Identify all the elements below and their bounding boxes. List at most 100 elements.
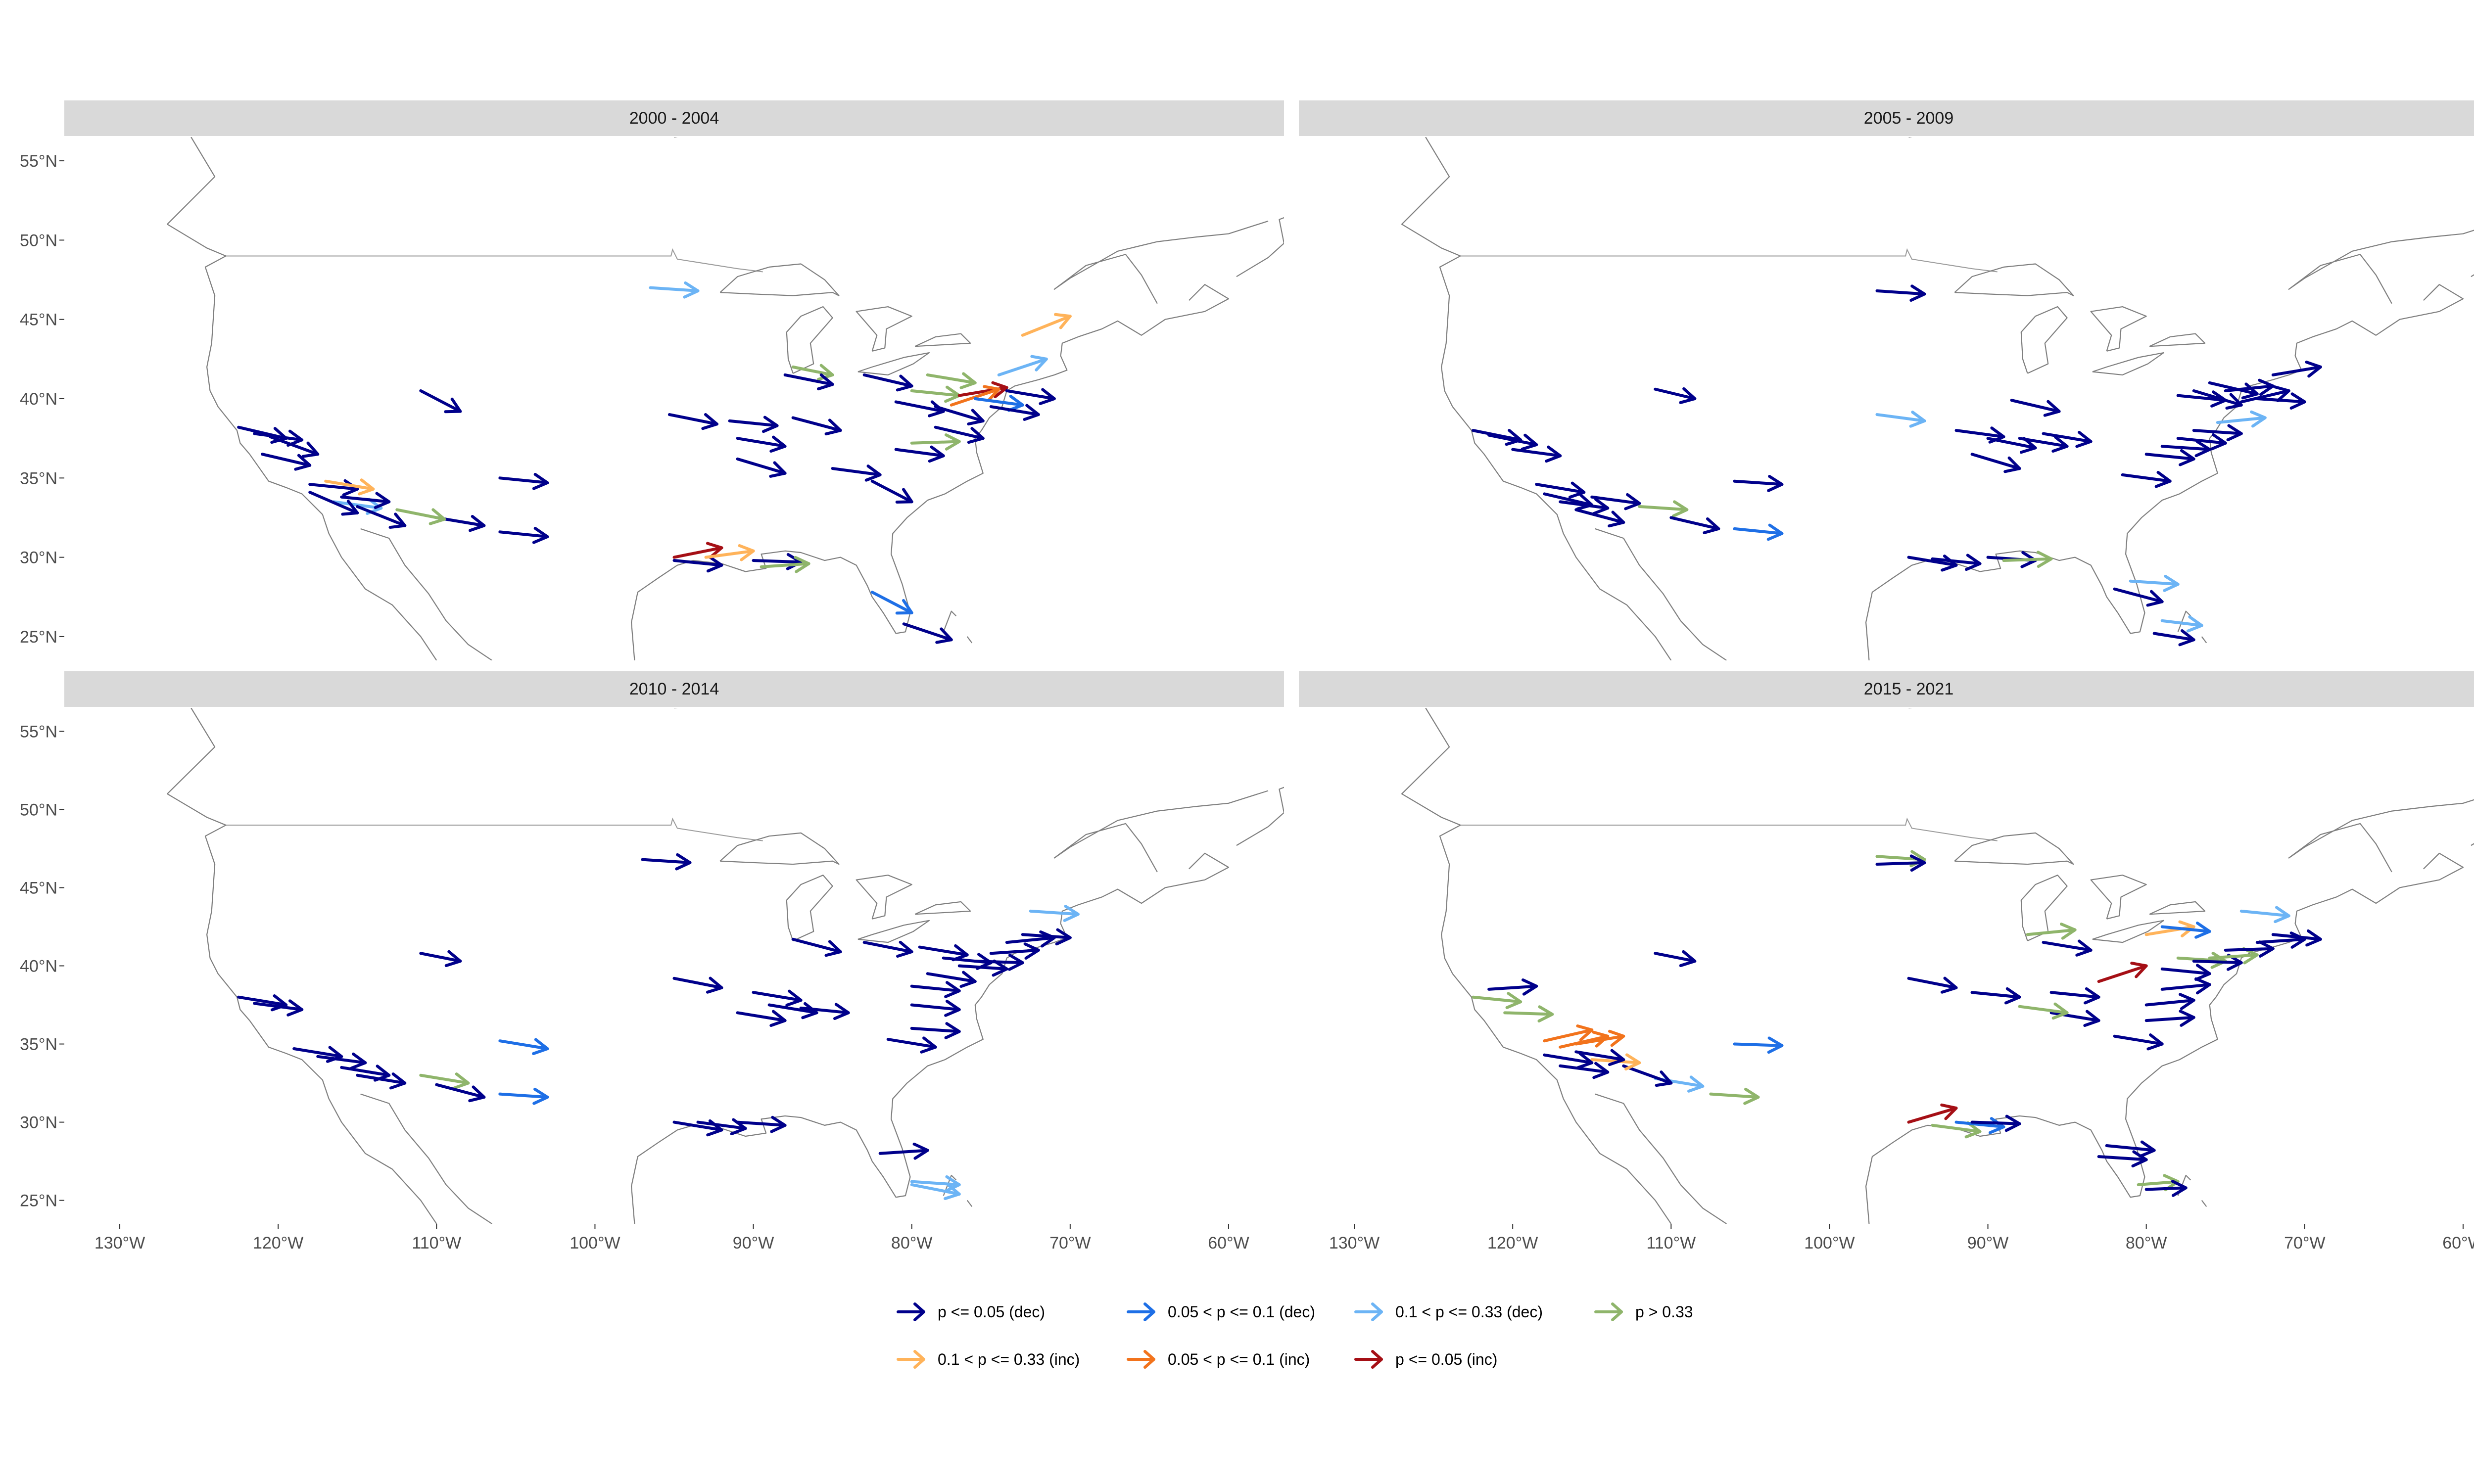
trend-arrow-head (1055, 928, 1072, 946)
trend-arrow (989, 405, 1040, 417)
trend-arrow (973, 960, 1024, 965)
trend-arrow (2271, 365, 2322, 376)
trend-arrow (736, 437, 787, 448)
trend-arrow (1931, 1123, 1982, 1133)
trend-arrow (1511, 448, 1562, 458)
y-tick-label: 25°N (20, 1192, 57, 1210)
trend-arrow-head (350, 1052, 367, 1070)
trend-arrow-head (2043, 400, 2061, 417)
trend-arrow (1574, 1050, 1625, 1062)
trend-arrow (2105, 1144, 2156, 1152)
trend-arrow (704, 549, 755, 559)
trend-arrow (2255, 937, 2306, 944)
trend-arrow (2049, 991, 2100, 999)
trend-arrow (989, 948, 1040, 955)
trend-arrow-head (920, 1036, 937, 1054)
trend-arrow-head (1608, 510, 1625, 528)
trend-arrow (1638, 505, 1689, 511)
trend-arrow-head (2131, 1150, 2148, 1168)
y-tick-label: 50°N (20, 231, 57, 250)
trend-arrow (1543, 1028, 1594, 1043)
trend-arrow (2121, 473, 2172, 483)
trend-arrow (395, 508, 446, 521)
trend-arrow-head (1767, 1036, 1784, 1054)
trend-arrow (728, 419, 779, 427)
trend-arrow-head (2258, 940, 2275, 958)
x-tick-label: 120°W (253, 1234, 303, 1252)
trend-arrow-head (2178, 920, 2195, 937)
trend-arrow (926, 972, 977, 983)
trend-arrow (2097, 1155, 2148, 1161)
trend-arrow (2239, 909, 2290, 918)
trend-arrow-head (1608, 1029, 1625, 1047)
trend-arrow (2271, 933, 2322, 941)
trend-arrow-head (2194, 440, 2211, 458)
trend-arrow-head (2210, 433, 2227, 451)
trend-arrow-head (1505, 992, 1522, 1009)
trend-arrow (767, 1003, 818, 1015)
trend-arrow-head (967, 427, 985, 444)
legend: p <= 0.05 (dec) 0.05 < p <= 0.1 (dec) 0.1 … (897, 1302, 1693, 1369)
trend-arrow (1535, 483, 1586, 494)
trend-arrow-head (928, 445, 945, 463)
trend-arrow-head (683, 281, 700, 299)
trend-arrow (1559, 1064, 1610, 1074)
trend-arrow-head (388, 512, 407, 529)
trend-arrow-head (944, 1022, 961, 1039)
trend-arrow (752, 991, 803, 1002)
trend-arrow-head (2194, 977, 2211, 995)
trend-arrow (1733, 1042, 1784, 1047)
trend-arrow-head (444, 397, 462, 414)
trend-arrow (2042, 941, 2093, 952)
trend-arrow (672, 546, 723, 559)
y-tick-label: 55°N (20, 722, 57, 741)
trend-arrow-head (2305, 929, 2322, 947)
trend-arrow (910, 1183, 961, 1196)
legend-label: p <= 0.05 (dec) (938, 1303, 1045, 1321)
facet-panel: 2005 - 2009 (1299, 100, 2474, 660)
trend-arrow (1622, 1064, 1673, 1085)
trend-arrow (910, 440, 961, 445)
trend-arrow-head (801, 1002, 818, 1020)
trend-arrow (2160, 983, 2211, 991)
x-tick-label: 110°W (412, 1234, 461, 1252)
trend-arrow (2224, 947, 2275, 952)
trend-arrow-head (1743, 1087, 1760, 1105)
trend-arrow (926, 373, 977, 384)
trend-arrow (419, 1073, 470, 1085)
legend-label: 0.1 < p <= 0.33 (inc) (938, 1350, 1080, 1368)
trend-arrow (791, 937, 842, 954)
trend-arrow-head (1766, 523, 1784, 541)
base-map (167, 701, 1300, 1224)
trend-arrow (934, 405, 985, 422)
x-tick-label: 70°W (1049, 1234, 1091, 1252)
x-tick-label: 70°W (2284, 1234, 2326, 1252)
trend-arrow (269, 435, 320, 456)
trend-arrow (1907, 976, 1958, 989)
trend-arrow (672, 1120, 723, 1132)
legend-key-arrow-head (1143, 1302, 1155, 1321)
base-map (1402, 701, 2474, 1224)
trend-arrow-head (2051, 1002, 2069, 1020)
trend-arrow (894, 448, 945, 458)
trend-arrow-head (2139, 1140, 2156, 1158)
trend-arrow (1875, 861, 1926, 866)
trend-arrow (2216, 416, 2267, 424)
trend-arrow (1005, 936, 1056, 944)
trend-arrow-head (895, 599, 913, 615)
trend-arrow-head (2146, 1033, 2164, 1051)
trend-arrow (2160, 619, 2203, 627)
facet-strip (1299, 100, 2474, 136)
trend-arrow (1970, 453, 2021, 470)
trend-arrow (886, 1038, 937, 1049)
trend-arrow (1907, 1107, 1958, 1124)
trend-arrow (1954, 1120, 2005, 1129)
trend-arrow-head (1988, 1117, 2005, 1134)
x-tick-label: 60°W (2442, 1234, 2474, 1252)
trend-arrow-head (1655, 1070, 1673, 1087)
trend-arrow (736, 457, 787, 475)
trend-arrow (1970, 1120, 2021, 1125)
trend-arrow (2144, 453, 2195, 461)
trend-arrow-head (2019, 437, 2037, 454)
trend-arrow (2255, 397, 2306, 404)
